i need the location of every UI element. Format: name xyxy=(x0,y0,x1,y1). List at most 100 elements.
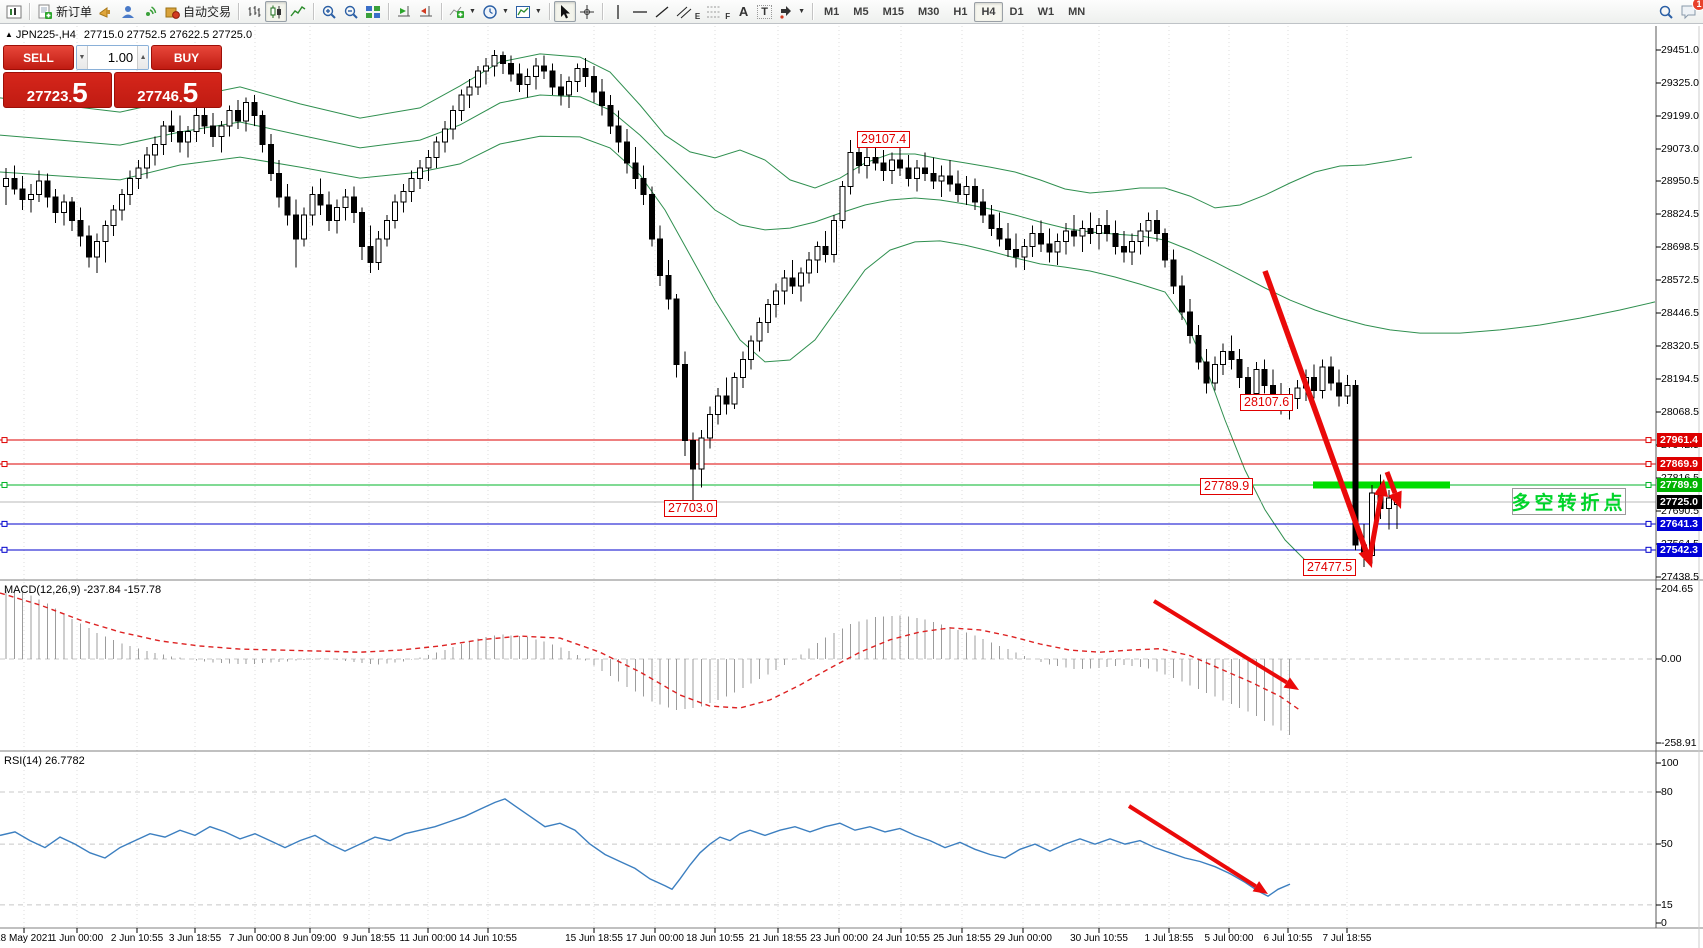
timeframe-h4[interactable]: H4 xyxy=(974,1,1003,22)
price-callout: 27789.9 xyxy=(1200,478,1254,495)
time-axis-label: 9 Jun 18:55 xyxy=(342,933,396,944)
autotrading-icon xyxy=(165,7,180,19)
horizontal-line-tool-button[interactable] xyxy=(629,1,651,22)
time-axis-label: 21 Jun 18:55 xyxy=(749,933,807,944)
buy-price-main: 27746 xyxy=(137,88,179,105)
indicators-button[interactable]: ▼ xyxy=(446,1,479,22)
chart-shift-button[interactable] xyxy=(415,1,437,22)
buy-price-pip: 5 xyxy=(182,76,199,108)
channel-glyph: E xyxy=(694,12,701,21)
time-axis-label: 6 Jul 10:55 xyxy=(1263,933,1313,944)
arrows-icon xyxy=(780,5,792,19)
text-tool-glyph: A xyxy=(738,4,749,19)
tile-windows-button[interactable] xyxy=(362,1,384,22)
chevron-down-icon: ▼ xyxy=(534,8,542,15)
ohlc-bars-icon xyxy=(248,5,261,17)
megaphone-icon xyxy=(99,6,111,18)
timeframe-mn[interactable]: MN xyxy=(1061,2,1092,22)
sell-price-point: . xyxy=(68,90,73,105)
chevron-down-icon: ▼ xyxy=(469,8,476,15)
timeframe-d1[interactable]: D1 xyxy=(1003,2,1031,22)
shapes-tool-button[interactable]: ▼ xyxy=(775,1,808,22)
zoom-in-icon xyxy=(322,5,336,19)
separator xyxy=(388,3,390,20)
price-level-tag: 27961.4 xyxy=(1657,433,1702,448)
buy-price-display[interactable]: 27746. 5 xyxy=(113,72,222,108)
autotrading-button[interactable]: 自动交易 xyxy=(161,1,234,22)
timeframe-m1[interactable]: M1 xyxy=(817,2,846,22)
sell-price-pip: 5 xyxy=(72,76,88,108)
fibonacci-icon xyxy=(707,6,722,17)
separator xyxy=(601,3,603,20)
chart-icon xyxy=(6,5,22,18)
time-axis-label: 7 Jul 18:55 xyxy=(1322,933,1372,944)
buy-label: BUY xyxy=(173,50,200,65)
new-order-label: 新订单 xyxy=(56,5,93,19)
line-chart-type-button[interactable] xyxy=(287,1,309,22)
signals-button[interactable] xyxy=(139,1,161,22)
candlestick-chart-type-button[interactable] xyxy=(265,1,288,22)
rsi-indicator-label: RSI(14) 26.7782 xyxy=(4,755,85,767)
bar-chart-type-button[interactable] xyxy=(243,1,265,22)
megaphone-button[interactable] xyxy=(95,1,117,22)
search-button[interactable] xyxy=(1655,1,1677,22)
tile-windows-icon xyxy=(366,5,381,18)
trendline-tool-button[interactable] xyxy=(651,1,673,22)
timeframe-h1[interactable]: H1 xyxy=(946,2,974,22)
new-order-icon xyxy=(38,4,52,19)
new-chart-button[interactable] xyxy=(3,1,25,22)
zoom-out-button[interactable] xyxy=(340,1,362,22)
time-axis-label: 30 Jun 10:55 xyxy=(1070,933,1128,944)
time-axis-label: 1 Jul 18:55 xyxy=(1144,933,1194,944)
timeframe-w1[interactable]: W1 xyxy=(1031,2,1062,22)
separator xyxy=(313,3,315,20)
channel-tool-button[interactable]: E xyxy=(673,1,703,22)
vertical-line-tool-button[interactable] xyxy=(607,1,629,22)
sell-price-main: 27723 xyxy=(26,88,69,105)
chart-title: ▲ JPN225-,H4 27715.0 27752.5 27622.5 27725… xyxy=(5,29,252,41)
channel-icon xyxy=(676,6,692,18)
volume-increase-button[interactable]: ▲ xyxy=(137,46,148,69)
time-axis-label: 11 Jun 00:00 xyxy=(399,933,457,944)
time-axis-label: 23 Jun 00:00 xyxy=(810,933,868,944)
vertical-line-icon xyxy=(617,4,619,19)
timeframe-m15[interactable]: M15 xyxy=(876,2,911,22)
separator xyxy=(548,3,550,20)
text-tool-button[interactable]: A xyxy=(733,1,754,22)
buy-button[interactable]: BUY xyxy=(151,45,222,70)
periods-button[interactable]: ▼ xyxy=(479,1,512,22)
time-axis-label: 18 Jun 10:55 xyxy=(686,933,744,944)
auto-scroll-button[interactable] xyxy=(393,1,415,22)
new-order-button[interactable]: 新订单 xyxy=(34,1,95,22)
text-label-tool-button[interactable]: T xyxy=(754,1,775,22)
crosshair-tool-button[interactable] xyxy=(576,1,598,22)
time-axis-label: 5 Jul 00:00 xyxy=(1204,933,1254,944)
candlestick-icon xyxy=(270,5,282,18)
chevron-down-icon: ▼ xyxy=(798,8,806,15)
chart-annotation[interactable]: 多空转折点 xyxy=(1512,488,1626,515)
volume-decrease-button[interactable]: ▼ xyxy=(77,46,88,69)
volume-spinner: ▼ ▲ xyxy=(76,45,149,70)
price-callout: 27703.0 xyxy=(664,500,718,517)
separator xyxy=(29,3,30,20)
market-watch-button[interactable] xyxy=(117,1,139,22)
zoom-in-button[interactable] xyxy=(318,1,340,22)
crosshair-icon xyxy=(579,4,594,19)
cursor-tool-button[interactable] xyxy=(553,1,576,22)
templates-button[interactable]: ▼ xyxy=(512,1,545,22)
notification-badge: 1 xyxy=(1692,0,1703,11)
auto-scroll-icon xyxy=(398,5,411,16)
sell-button[interactable]: SELL xyxy=(3,45,74,70)
timeframe-m30[interactable]: M30 xyxy=(911,2,946,22)
separator xyxy=(441,3,443,20)
line-chart-icon xyxy=(290,5,306,16)
time-axis-label: 2 Jun 10:55 xyxy=(110,933,164,944)
timeframe-m5[interactable]: M5 xyxy=(846,2,875,22)
volume-input[interactable] xyxy=(87,46,138,69)
price-level-tag: 27725.0 xyxy=(1657,494,1702,509)
sell-price-display[interactable]: 27723. 5 xyxy=(3,72,112,108)
fibonacci-tool-button[interactable]: F xyxy=(703,1,733,22)
ohlc-values: 27715.0 27752.5 27622.5 27725.0 xyxy=(83,29,253,41)
